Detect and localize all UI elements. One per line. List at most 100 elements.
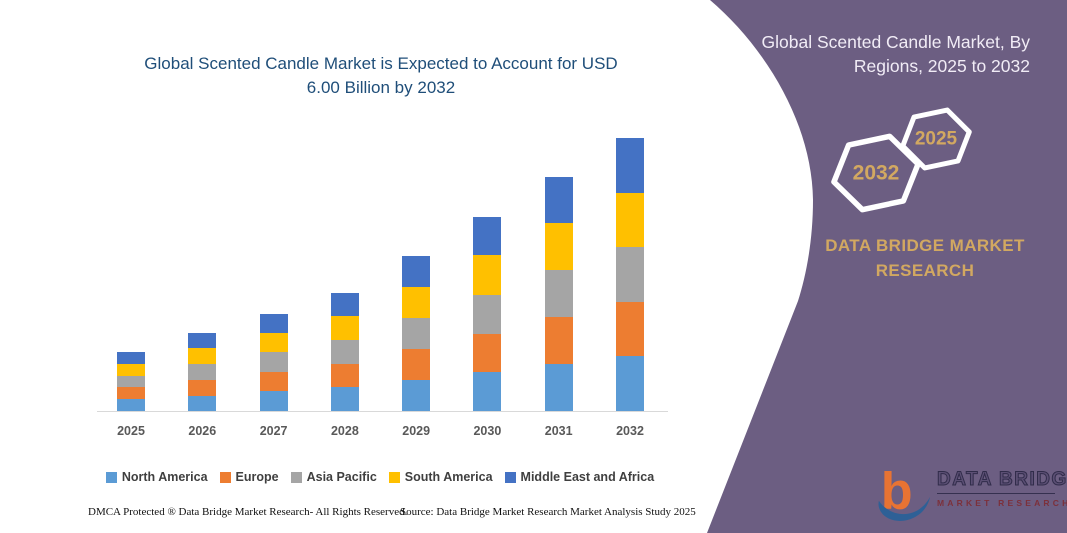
bar-segment-2028-europe <box>330 363 359 388</box>
legend-swatch-icon <box>504 471 516 483</box>
x-axis-label-2026: 2026 <box>188 424 217 438</box>
logo-text-block: DATA BRIDGE MARKET RESEARCH <box>937 469 1067 509</box>
bar-segment-2030-middle-east-and-africa <box>473 216 502 256</box>
bar-segment-2031-south-america <box>544 223 573 271</box>
legend-swatch-icon <box>290 471 302 483</box>
hexagon-2025-label: 2025 <box>915 129 958 150</box>
stacked-bar-plot <box>97 138 668 412</box>
legend-item-south-america: South America <box>388 470 493 484</box>
bar-segment-2026-middle-east-and-africa <box>188 332 217 349</box>
hexagon-2032-label: 2032 <box>853 162 900 185</box>
dbmr-logo-icon: b <box>878 463 931 521</box>
legend-item-middle-east-and-africa: Middle East and Africa <box>504 470 655 484</box>
bar-segment-2032-asia-pacific <box>616 247 644 302</box>
bar-2029 <box>402 256 431 411</box>
bar-segment-2026-south-america <box>188 348 217 365</box>
bar-2030 <box>473 216 502 411</box>
hexagon-2032 <box>831 133 921 213</box>
bar-segment-2027-middle-east-and-africa <box>259 313 288 333</box>
bar-segment-2032-south-america <box>616 192 644 248</box>
bar-segment-2031-asia-pacific <box>544 270 573 318</box>
bar-segment-2030-north-america <box>473 372 502 411</box>
bar-segment-2028-asia-pacific <box>330 339 359 364</box>
bar-segment-2029-middle-east-and-africa <box>402 256 431 287</box>
legend-label: South America <box>404 470 493 484</box>
legend-label: North America <box>121 470 208 484</box>
x-axis-label-2031: 2031 <box>544 424 573 438</box>
bar-segment-2030-asia-pacific <box>473 294 502 334</box>
x-axis-label-2027: 2027 <box>259 424 288 438</box>
bar-segment-2027-south-america <box>259 332 288 353</box>
panel-title: Global Scented Candle Market, By Regions… <box>730 30 1030 78</box>
legend-item-europe: Europe <box>219 470 279 484</box>
hexagon-2025 <box>900 107 972 171</box>
footer: DMCA Protected ® Data Bridge Market Rese… <box>0 506 700 526</box>
x-axis-label-2030: 2030 <box>473 424 502 438</box>
brand-name-gold: DATA BRIDGE MARKET RESEARCH <box>799 233 1051 283</box>
bar-segment-2028-north-america <box>330 387 359 411</box>
footer-dmca-text: DMCA Protected ® Data Bridge Market Rese… <box>88 506 408 518</box>
x-axis-label-2028: 2028 <box>330 424 359 438</box>
bar-segment-2029-europe <box>402 349 431 381</box>
legend-label: Asia Pacific <box>306 470 377 484</box>
legend-label: Europe <box>235 470 279 484</box>
legend-swatch-icon <box>105 471 117 483</box>
bar-segment-2025-europe <box>117 387 145 400</box>
bar-segment-2029-asia-pacific <box>402 318 431 350</box>
bar-segment-2031-europe <box>544 317 573 365</box>
logo-text-main: DATA BRIDGE <box>937 469 1067 494</box>
chart-legend: North America Europe Asia Pacific South Ame… <box>60 470 700 484</box>
panel-title-line1: Global Scented Candle Market, By <box>761 32 1030 52</box>
bar-segment-2026-europe <box>188 380 217 396</box>
bar-segment-2032-europe <box>616 301 644 357</box>
bar-segment-2025-north-america <box>117 399 145 411</box>
bar-2031 <box>544 177 573 411</box>
bar-segment-2030-europe <box>473 333 502 373</box>
bar-segment-2028-south-america <box>330 316 359 340</box>
x-axis-label-2029: 2029 <box>402 424 431 438</box>
brand-line1: DATA BRIDGE MARKET <box>825 236 1025 255</box>
bar-segment-2025-south-america <box>117 363 145 376</box>
bar-segment-2032-middle-east-and-africa <box>616 138 644 193</box>
bar-segment-2031-middle-east-and-africa <box>544 177 573 224</box>
bar-2025 <box>117 352 145 411</box>
x-axis-label-2025: 2025 <box>117 424 145 438</box>
bar-segment-2027-europe <box>259 371 288 392</box>
legend-item-north-america: North America <box>105 470 208 484</box>
bar-segment-2031-north-america <box>544 364 573 411</box>
legend-swatch-icon <box>219 471 231 483</box>
bar-segment-2027-asia-pacific <box>259 352 288 372</box>
year-hexagons: 2025 2032 <box>831 107 972 213</box>
legend-item-asia-pacific: Asia Pacific <box>290 470 377 484</box>
panel-title-line2: Regions, 2025 to 2032 <box>853 56 1030 76</box>
logo-swoosh-icon <box>878 496 931 521</box>
chart-title-line2: 6.00 Billion by 2032 <box>306 78 456 97</box>
brand-line2: RESEARCH <box>875 261 975 280</box>
chart-title-line1: Global Scented Candle Market is Expected… <box>144 54 618 73</box>
bar-segment-2025-middle-east-and-africa <box>117 352 145 364</box>
bar-segment-2028-middle-east-and-africa <box>330 293 359 317</box>
x-axis-label-2032: 2032 <box>616 424 644 438</box>
legend-swatch-icon <box>388 471 400 483</box>
bar-segment-2029-south-america <box>402 286 431 319</box>
bar-2027 <box>259 313 288 411</box>
x-axis-labels: 2025 2026 2027 2028 2029 2030 2031 2032 <box>97 424 668 442</box>
bar-2028 <box>330 293 359 411</box>
bar-segment-2027-north-america <box>259 391 288 411</box>
bar-segment-2030-south-america <box>473 255 502 295</box>
logo-text-sub: MARKET RESEARCH <box>937 498 1067 508</box>
bar-2026 <box>188 332 217 411</box>
bar-segment-2026-north-america <box>188 395 217 411</box>
bar-segment-2025-asia-pacific <box>117 375 145 388</box>
bar-2032 <box>616 138 644 411</box>
footer-source-text: Source: Data Bridge Market Research Mark… <box>400 506 696 518</box>
chart-title: Global Scented Candle Market is Expected… <box>96 52 666 100</box>
x-axis-line <box>97 411 668 412</box>
dbmr-logo: b DATA BRIDGE MARKET RESEARCH <box>875 461 1067 527</box>
legend-label: Middle East and Africa <box>520 470 655 484</box>
bar-segment-2032-north-america <box>616 356 644 411</box>
bar-segment-2029-north-america <box>402 380 431 411</box>
bar-segment-2026-asia-pacific <box>188 364 217 380</box>
